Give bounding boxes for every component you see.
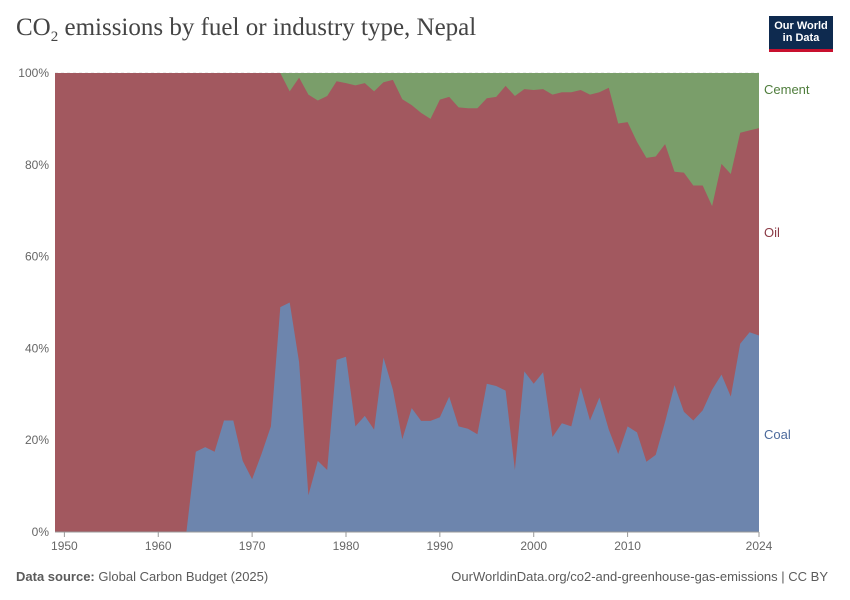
y-tick-label: 80% (25, 158, 49, 172)
x-tick-label: 1990 (427, 539, 454, 553)
page-title: CO2 emissions by fuel or industry type, … (16, 14, 477, 45)
legend: Coal Oil Cement (764, 82, 810, 442)
data-source: Data source: Global Carbon Budget (2025) (16, 569, 268, 584)
data-source-value[interactable]: Global Carbon Budget (2025) (98, 569, 269, 584)
x-tick-label: 1950 (51, 539, 78, 553)
area-coal[interactable] (55, 302, 759, 533)
source-url[interactable]: OurWorldinData.org/co2-and-greenhouse-ga… (451, 569, 828, 584)
x-tick-label: 2010 (614, 539, 641, 553)
logo-line-1: Our World (774, 20, 828, 32)
y-axis: 0% 20% 40% 60% 80% 100% (18, 66, 49, 539)
y-tick-label: 20% (25, 433, 49, 447)
y-tick-label: 60% (25, 250, 49, 264)
owid-logo[interactable]: Our World in Data (769, 16, 833, 52)
legend-label-cement[interactable]: Cement (764, 82, 810, 97)
logo-line-2: in Data (782, 32, 820, 44)
x-tick-label: 1970 (239, 539, 266, 553)
y-tick-label: 0% (32, 525, 50, 539)
x-tick-label: 1980 (333, 539, 360, 553)
legend-label-coal[interactable]: Coal (764, 427, 791, 442)
x-tick-label: 2000 (520, 539, 547, 553)
legend-label-oil[interactable]: Oil (764, 225, 780, 240)
x-axis: 1950 1960 1970 1980 1990 2000 2010 2024 (51, 531, 773, 553)
y-tick-label: 40% (25, 341, 49, 355)
x-tick-label: 1960 (145, 539, 172, 553)
y-tick-label: 100% (18, 66, 49, 80)
x-tick-label: 2024 (746, 539, 773, 553)
data-source-label: Data source: (16, 569, 95, 584)
series-areas (55, 73, 759, 532)
